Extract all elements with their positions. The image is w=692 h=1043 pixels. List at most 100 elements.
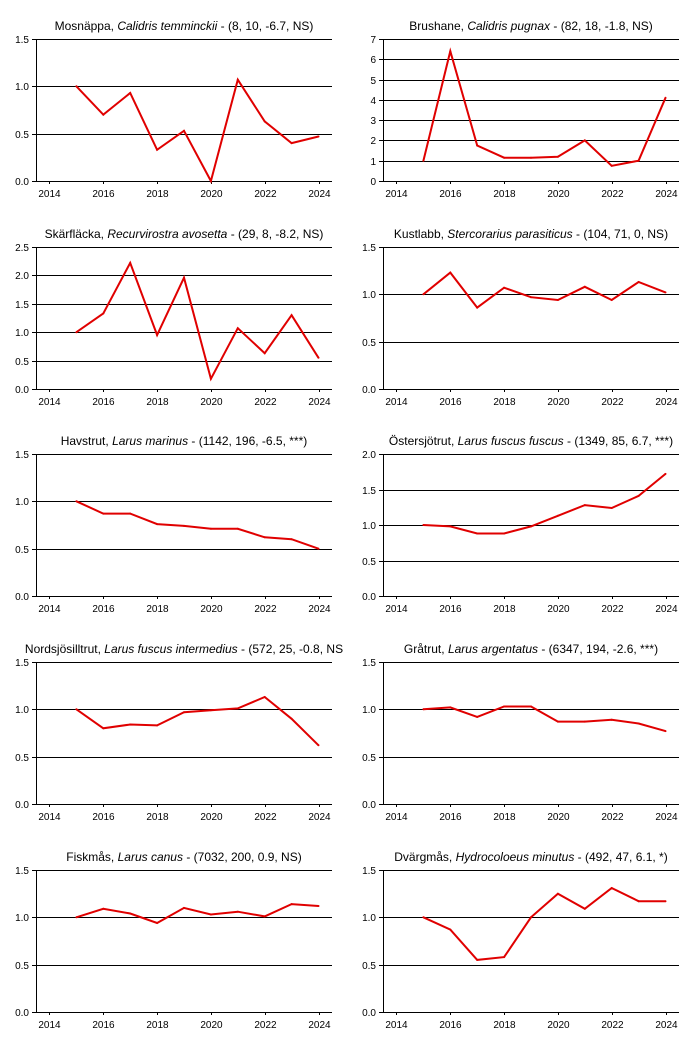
- y-tick-label: 1.0: [15, 497, 29, 508]
- y-tick-label: 1.5: [362, 866, 376, 877]
- y-tick-label: 0.5: [362, 753, 376, 764]
- data-point: [209, 527, 212, 530]
- x-tick-label: 2024: [308, 812, 331, 823]
- chart-panel-1: Mosnäppa, Calidris temminckii - (8, 10, …: [15, 19, 332, 200]
- data-point: [290, 538, 293, 541]
- data-point: [664, 291, 667, 294]
- data-point: [317, 135, 320, 138]
- data-point: [556, 299, 559, 301]
- y-tick-label: 1.5: [15, 658, 29, 669]
- x-tick-label: 2014: [38, 397, 61, 408]
- y-tick-label: 5: [370, 76, 376, 87]
- data-point: [556, 155, 559, 158]
- data-point: [530, 156, 532, 159]
- y-tick-label: 2: [370, 136, 376, 147]
- data-point: [637, 281, 640, 283]
- data-point: [317, 356, 320, 359]
- x-tick-label: 2022: [601, 1020, 624, 1031]
- x-tick-label: 2022: [601, 189, 624, 200]
- series-line: [423, 705, 666, 733]
- chart-panel-3: Skärfläcka, Recurvirostra avosetta - (29…: [15, 227, 332, 408]
- data-point: [156, 523, 159, 526]
- data-point: [637, 159, 640, 162]
- chart-title-stats: - (29, 8, -8.2, NS): [227, 227, 323, 241]
- chart-title-common-name: Brushane,: [409, 19, 467, 33]
- data-point: [422, 293, 425, 296]
- chart-title-common-name: Dvärgmås,: [394, 850, 455, 864]
- y-tick-label: 1.5: [15, 300, 29, 311]
- y-tick-label: 1.5: [15, 35, 29, 46]
- x-tick-label: 2024: [308, 397, 331, 408]
- data-point: [610, 164, 613, 167]
- chart-title-common-name: Skärfläcka,: [45, 227, 108, 241]
- data-point: [422, 159, 425, 162]
- x-tick-label: 2024: [655, 397, 678, 408]
- data-point: [290, 142, 293, 145]
- x-tick-label: 2014: [38, 189, 61, 200]
- data-point: [637, 494, 640, 497]
- x-tick-label: 2014: [385, 189, 408, 200]
- data-point: [503, 956, 506, 959]
- data-point: [610, 507, 613, 509]
- data-point: [422, 524, 425, 526]
- chart-title-species: Recurvirostra avosetta: [107, 227, 227, 241]
- y-tick-label: 1.0: [15, 82, 29, 93]
- y-tick-label: 1.0: [15, 328, 29, 339]
- x-tick-label: 2016: [439, 604, 462, 615]
- y-tick-label: 0.0: [362, 592, 376, 603]
- chart-title-species: Calidris temminckii: [117, 19, 217, 33]
- data-point: [75, 916, 78, 919]
- data-point: [290, 314, 293, 317]
- y-tick-label: 2.5: [15, 243, 29, 254]
- x-tick-label: 2018: [146, 397, 169, 408]
- chart-title-species: Stercorarius parasiticus: [447, 227, 572, 241]
- data-point: [530, 525, 532, 528]
- data-point: [209, 913, 212, 916]
- data-point: [556, 514, 559, 517]
- data-point: [476, 144, 479, 147]
- x-tick-label: 2020: [547, 1020, 570, 1031]
- data-point: [263, 352, 266, 355]
- chart-panel-8: Gråtrut, Larus argentatus - (6347, 194, …: [362, 642, 679, 823]
- data-point: [129, 512, 132, 515]
- data-point: [530, 296, 532, 299]
- x-tick-label: 2016: [92, 604, 115, 615]
- x-tick-label: 2020: [200, 1020, 223, 1031]
- x-tick-label: 2020: [200, 189, 223, 200]
- data-point: [156, 922, 159, 924]
- data-point: [102, 312, 105, 315]
- y-tick-label: 0: [370, 177, 376, 188]
- y-tick-label: 1.5: [362, 658, 376, 669]
- data-point: [422, 708, 425, 711]
- data-point: [102, 512, 105, 515]
- data-point: [556, 720, 559, 723]
- x-tick-label: 2024: [655, 604, 678, 615]
- chart-title: Nordsjösilltrut, Larus fuscus intermediu…: [25, 642, 343, 656]
- y-tick-label: 0.0: [362, 800, 376, 811]
- x-tick-label: 2024: [308, 1020, 331, 1031]
- y-tick-label: 0.5: [362, 557, 376, 568]
- data-point: [156, 148, 159, 151]
- x-tick-label: 2022: [601, 397, 624, 408]
- data-point: [209, 180, 212, 182]
- data-point: [183, 129, 185, 132]
- chart-title-stats: - (572, 25, -0.8, NS: [238, 642, 343, 656]
- chart-title-stats: - (6347, 194, -2.6, ***): [538, 642, 658, 656]
- series-line: [422, 47, 667, 167]
- chart-title: Brushane, Calidris pugnax - (82, 18, -1.…: [409, 19, 652, 33]
- y-tick-label: 0.0: [362, 385, 376, 396]
- x-tick-label: 2014: [385, 1020, 408, 1031]
- x-tick-label: 2018: [146, 189, 169, 200]
- y-tick-label: 2.0: [15, 271, 29, 282]
- data-point: [156, 724, 159, 727]
- x-tick-label: 2016: [439, 397, 462, 408]
- data-point: [476, 532, 479, 535]
- y-tick-label: 0.0: [362, 1008, 376, 1019]
- chart-title-species: Hydrocoloeus minutus: [456, 850, 575, 864]
- data-point: [209, 377, 212, 380]
- data-point: [183, 906, 185, 909]
- chart-panel-7: Nordsjösilltrut, Larus fuscus intermediu…: [15, 642, 343, 823]
- x-tick-label: 2024: [655, 189, 678, 200]
- x-tick-label: 2020: [547, 397, 570, 408]
